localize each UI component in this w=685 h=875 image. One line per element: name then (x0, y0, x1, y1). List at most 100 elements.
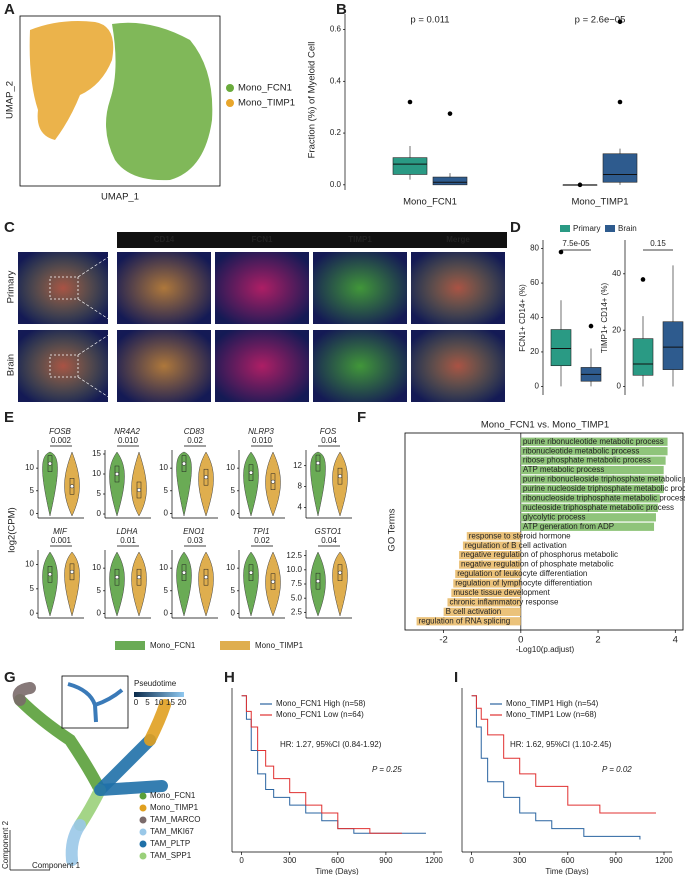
violin (176, 451, 192, 517)
bar-label: ribonucleotide metabolic process (523, 446, 640, 455)
legend-swatch (139, 840, 147, 848)
y-tick-label: 5.0 (291, 593, 303, 602)
p-value: 0.01 (120, 536, 136, 545)
y-axis-label: TIMP1+ CD14+ (%) (600, 283, 609, 354)
median-dot (270, 579, 276, 584)
p-value: 0.001 (51, 536, 72, 545)
p-value: 0.02 (254, 536, 270, 545)
violin (64, 451, 80, 517)
y-tick-label: 7.5 (291, 579, 303, 588)
median-dot (47, 572, 53, 577)
stain-label: CD14 (154, 235, 175, 244)
y-tick-label: 20 (530, 347, 539, 356)
violin (310, 451, 326, 517)
bar (520, 513, 656, 522)
legend-label: TAM_SPP1 (150, 851, 192, 860)
p-value: 0.010 (252, 436, 273, 445)
micrograph-stain (117, 252, 211, 324)
median-dot (69, 569, 75, 574)
median-dot (114, 471, 120, 477)
p-text: P = 0.02 (602, 765, 632, 774)
panel-letter: I (454, 669, 458, 686)
y-tick-label: 0 (164, 609, 169, 618)
violin (310, 551, 326, 617)
bar (520, 456, 666, 465)
bar-label: response to steroid hormone (469, 531, 571, 540)
legend-label: TAM_MKI67 (150, 827, 194, 836)
p-value: 0.04 (321, 536, 337, 545)
legend-swatch (139, 828, 147, 836)
x-axis-label: -Log10(p.adjust) (516, 645, 575, 654)
bar (466, 532, 521, 541)
bar-label: ATP metabolic process (523, 465, 605, 474)
x-tick-label: Mono_TIMP1 (571, 197, 628, 208)
row-label: Primary (6, 270, 17, 303)
y-tick-label: 0.6 (330, 25, 342, 34)
legend-label: Mono_TIMP1 (255, 641, 304, 650)
bar (459, 551, 521, 560)
p-value: p = 0.011 (410, 15, 449, 26)
outlier (447, 111, 453, 116)
gene-name: LDHA (116, 527, 137, 536)
micrograph-stain (411, 252, 505, 324)
violin (109, 451, 125, 517)
legend-label: Mono_FCN1 Low (n=64) (276, 710, 364, 719)
legend-label: Brain (618, 224, 637, 233)
survival-curve (241, 695, 402, 834)
bar (462, 541, 521, 550)
p-value: 0.15 (650, 239, 666, 248)
y-axis-label: Fraction (%) of Myeloid Cell (307, 42, 318, 159)
legend-swatch (220, 641, 250, 650)
bar (455, 569, 521, 579)
y-tick-label: 12 (293, 461, 302, 470)
bar (416, 617, 521, 626)
y-tick-label: 0 (97, 609, 102, 618)
box (550, 329, 572, 367)
bar-label: ribose phosphate metabolic process (523, 456, 651, 465)
legend-swatch (560, 225, 570, 232)
box (662, 321, 684, 370)
x-tick-label: 1200 (655, 856, 673, 865)
y-tick-label: 5 (97, 586, 102, 595)
bar (520, 522, 655, 531)
bar-label: nucleoside triphosphate metabolic proces… (523, 503, 674, 512)
x-tick-label: 0 (239, 856, 244, 865)
bar-label: negative regulation of phosphorus metabo… (461, 550, 618, 559)
y-tick-label: 4 (298, 503, 303, 512)
p-value: 7.5e-05 (562, 239, 590, 248)
inset-trajectory (67, 682, 124, 723)
x-tick-label: 900 (609, 856, 623, 865)
bar (520, 484, 664, 494)
panel-letter: H (224, 669, 235, 686)
bar (520, 447, 668, 456)
bar (459, 560, 521, 569)
gene-name: NLRP3 (248, 427, 274, 436)
violin (265, 451, 281, 517)
panel-letter: D (510, 219, 521, 236)
outlier (407, 99, 413, 105)
p-value: 0.04 (321, 436, 337, 445)
y-tick-label: 10.0 (286, 565, 302, 574)
x-tick-label: 900 (379, 856, 393, 865)
y-tick-label: 10 (92, 469, 101, 478)
bar (451, 588, 521, 598)
bar (443, 607, 521, 616)
bar (520, 494, 660, 503)
bar-label: purine ribonucleoside triphosphate metab… (523, 475, 685, 484)
header-bar (117, 232, 507, 248)
legend-swatch (139, 852, 147, 860)
stain-label: Merge (446, 235, 470, 244)
gene-name: MIF (53, 527, 68, 536)
legend-label: Primary (573, 224, 601, 233)
outlier (617, 99, 623, 105)
x-tick-label: 1200 (425, 856, 443, 865)
y-tick-label: 0 (30, 608, 35, 617)
y-axis-label: Component 2 (1, 820, 10, 869)
p-value: p = 2.6e−05 (575, 15, 626, 26)
median-dot (315, 579, 321, 584)
legend-label: Mono_TIMP1 (238, 98, 295, 109)
p-value: 0.002 (51, 436, 72, 445)
micrograph-stain (215, 252, 309, 324)
violin (332, 551, 348, 617)
colorbar-tick: 0 (134, 698, 139, 707)
